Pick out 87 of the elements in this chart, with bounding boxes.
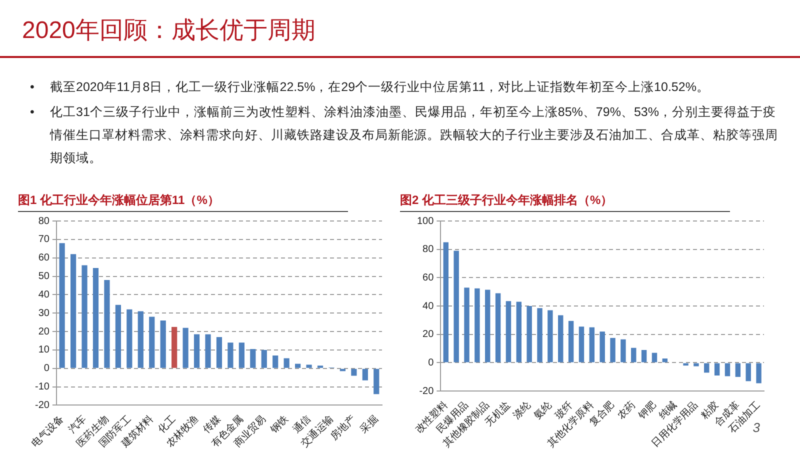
bar [756, 363, 762, 384]
x-tick-label: 采掘 [358, 413, 380, 436]
x-tick-label: 农药 [615, 398, 638, 422]
y-tick-label: 40 [422, 300, 434, 312]
bar [704, 363, 710, 373]
y-tick-label: 40 [38, 289, 50, 300]
y-tick-label: -20 [35, 400, 50, 411]
bar [454, 250, 459, 362]
bar [443, 242, 449, 362]
text: 3 [752, 420, 760, 435]
bar [506, 301, 512, 362]
bar [238, 342, 244, 368]
y-tick-label: 0 [44, 363, 50, 374]
bar [735, 363, 741, 377]
text: • 截至2020年11月8日，化工一级行业涨幅22.5%，在29个一级行业中位居第11，对比上证指数年初至今上涨10.52%。 [30, 79, 710, 96]
y-tick-label: 0 [428, 357, 434, 368]
bar [662, 358, 668, 362]
bar [537, 308, 542, 362]
bar [641, 350, 647, 362]
y-tick-label: 100 [416, 216, 434, 227]
bar [104, 280, 110, 368]
y-tick-label: 20 [38, 326, 50, 338]
y-tick-label: 10 [38, 344, 50, 356]
bar [284, 358, 290, 368]
bar [610, 338, 616, 362]
chart-title: 图2 化工三级子行业今年涨幅排名（%） [400, 192, 730, 212]
bar [495, 293, 501, 362]
x-tick-label: 电气设备 [29, 413, 66, 450]
bar [548, 310, 553, 362]
bar [485, 290, 490, 362]
bar [694, 363, 699, 366]
bar [82, 265, 88, 368]
bar [172, 326, 178, 368]
x-tick-label: 钾肥 [636, 400, 659, 422]
y-tick-label: 60 [38, 252, 50, 264]
bar [70, 254, 76, 368]
y-tick-label: 20 [422, 329, 434, 340]
bar [138, 311, 144, 368]
bar [182, 328, 188, 368]
bar [568, 320, 574, 362]
y-tick-label: 80 [38, 216, 50, 227]
bar [631, 348, 636, 362]
bar [714, 363, 720, 376]
y-tick-label: 30 [38, 308, 50, 319]
x-tick-label: 氨纶 [532, 398, 554, 422]
bar [746, 363, 751, 382]
bar [351, 368, 357, 376]
bar [228, 342, 234, 368]
bar [149, 316, 155, 368]
y-tick-label: -20 [419, 386, 434, 397]
bar [92, 268, 99, 368]
chart-title: 图1 化工行业今年涨幅位居第11（%） [18, 192, 348, 212]
x-tick-label: 涤纶 [510, 398, 534, 422]
bar [272, 355, 278, 368]
bar [194, 334, 200, 368]
bar [474, 288, 480, 362]
bar [526, 306, 532, 362]
bar [464, 288, 470, 362]
bar [600, 332, 605, 362]
bar [558, 315, 564, 362]
bar [362, 368, 368, 380]
bar [205, 334, 211, 368]
bar [216, 337, 222, 368]
bar [160, 320, 166, 368]
bar [683, 363, 688, 366]
bar [620, 339, 626, 362]
bar [115, 304, 121, 368]
y-tick-label: 80 [422, 244, 434, 256]
bar [295, 364, 301, 368]
bar [374, 368, 380, 394]
bar [724, 363, 730, 376]
bar [126, 309, 132, 368]
y-tick-label: 50 [38, 271, 50, 282]
bar [59, 243, 65, 368]
x-tick-label: 钢铁 [267, 413, 291, 436]
text: • 化工31个三级子行业中，涨幅前三为改性塑料、涂料油漆油墨、民爆用品，年初至今上涨85%、79%、53%，分别主要得益于疫情催生口罩材料需求、涂料需求向好、川藏铁路建设及布局新能源。跌幅较大的子行业主要涉及石油加工、合成革、粘胶等强周期领域。 [30, 104, 779, 167]
y-tick-label: 60 [422, 272, 434, 284]
text: 2020年回顾：成长优于周期 [22, 16, 316, 46]
bar [516, 302, 522, 362]
bar [306, 364, 312, 368]
bar [652, 352, 658, 362]
bar [250, 349, 256, 368]
bar [261, 350, 267, 368]
y-tick-label: -10 [35, 382, 50, 393]
bar [578, 326, 584, 362]
y-tick-label: 70 [38, 234, 50, 246]
bar [589, 327, 595, 362]
